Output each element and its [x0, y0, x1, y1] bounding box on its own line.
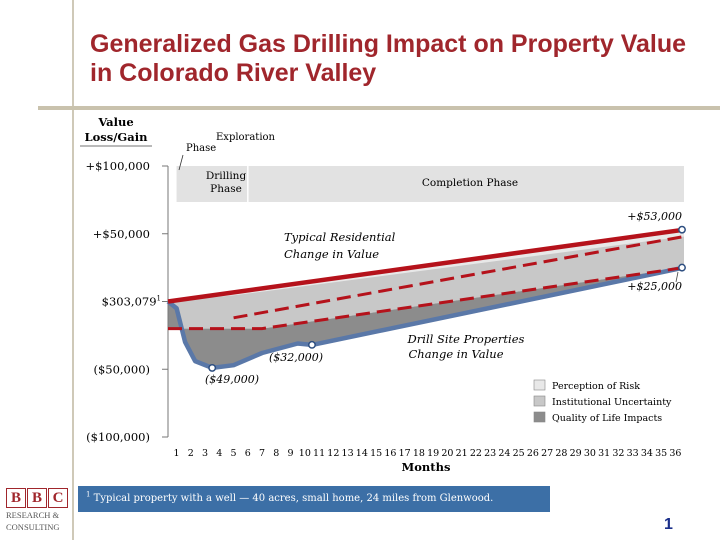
x-tick-label: 27	[541, 448, 553, 459]
x-tick-label: 7	[259, 448, 265, 459]
series-label-drill-site: Change in Value	[408, 347, 503, 361]
x-tick-label: 31	[598, 448, 610, 459]
x-tick-label: 13	[342, 448, 354, 459]
y-tick-label-superscript: 1	[157, 295, 161, 303]
typical-residential-line	[167, 227, 685, 304]
page-number: 1	[664, 516, 673, 533]
marker-typical-end	[678, 225, 686, 234]
marker-drill-end	[678, 263, 686, 272]
x-tick-label: 4	[216, 448, 222, 459]
x-tick-label: 9	[288, 448, 294, 459]
legend-label: Perception of Risk	[552, 381, 640, 392]
series-label-drill-site: Drill Site Properties	[407, 332, 525, 346]
risk-dashed-line	[168, 266, 685, 331]
x-tick-label: 16	[384, 448, 396, 459]
annotation-drill-32k: ($32,000)	[269, 351, 323, 364]
x-tick-label: 22	[470, 448, 482, 459]
x-tick-label: 17	[399, 448, 411, 459]
logo-text-line2: CONSULTING	[6, 522, 60, 532]
x-tick-label: 35	[655, 448, 667, 459]
x-tick-label: 29	[570, 448, 582, 459]
y-tick-label: +$50,000	[93, 227, 150, 241]
phase-label-exploration: Exploration	[216, 132, 276, 143]
logo-text-line1: RESEARCH &	[6, 510, 60, 520]
x-tick-label: 24	[498, 448, 510, 459]
x-tick-label: 36	[669, 448, 681, 459]
y-tick-label: +$100,000	[85, 159, 150, 173]
x-tick-label: 14	[356, 448, 368, 459]
y-axis-title: Value	[97, 115, 133, 129]
footnote-box: 1 Typical property with a well — 40 acre…	[78, 486, 550, 512]
x-tick-label: 15	[370, 448, 382, 459]
x-tick-label: 1	[174, 448, 180, 459]
title-divider	[38, 106, 720, 110]
footnote-text: Typical property with a well — 40 acres,…	[93, 493, 494, 504]
uncertainty-dashed-line	[233, 235, 685, 320]
phase-label-completion: Completion Phase	[422, 177, 518, 189]
x-tick-label: 6	[245, 448, 251, 459]
legend-swatch	[533, 395, 546, 407]
series-label-typical: Typical Residential	[284, 230, 396, 244]
footnote-marker: 1	[86, 490, 91, 499]
x-tick-label: 18	[413, 448, 425, 459]
slide-accent-bar	[72, 0, 74, 540]
phase-label-drilling: Phase	[210, 183, 242, 195]
annotation-typical-end: +$53,000	[627, 210, 682, 223]
legend-label: Quality of Life Impacts	[552, 413, 662, 424]
y-tick-label: ($100,000)	[86, 430, 150, 444]
logo-letter: B	[27, 488, 47, 508]
y-tick-label: $303,0791	[102, 295, 161, 309]
x-tick-label: 10	[299, 448, 311, 459]
x-tick-label: 32	[612, 448, 624, 459]
phase-label-exploration: Phase	[186, 143, 216, 154]
x-tick-label: 2	[188, 448, 194, 459]
company-logo: B B C RESEARCH & CONSULTING	[4, 488, 68, 532]
x-tick-label: 34	[641, 448, 653, 459]
series-label-typical: Change in Value	[284, 247, 379, 261]
x-tick-label: 20	[441, 448, 453, 459]
x-axis-title: Months	[402, 460, 451, 474]
x-tick-label: 28	[555, 448, 567, 459]
x-tick-label: 21	[456, 448, 468, 459]
annotation-leader-line	[675, 271, 679, 283]
phase-label-drilling: Drilling	[206, 170, 247, 182]
legend-label: Institutional Uncertainty	[552, 397, 672, 408]
x-tick-label: 33	[627, 448, 639, 459]
slide-title: Generalized Gas Drilling Impact on Prope…	[90, 30, 687, 87]
x-tick-label: 30	[584, 448, 596, 459]
legend-swatch	[533, 411, 546, 423]
legend-swatch	[533, 379, 546, 391]
x-tick-label: 3	[202, 448, 208, 459]
logo-letter: B	[6, 488, 26, 508]
y-tick-label: ($50,000)	[93, 362, 150, 376]
x-tick-label: 26	[527, 448, 539, 459]
drill-site-line	[166, 265, 685, 371]
x-tick-label: 11	[313, 448, 325, 459]
annotation-drill-end: +$25,000	[627, 280, 682, 293]
x-tick-label: 12	[327, 448, 339, 459]
x-tick-label: 5	[231, 448, 237, 459]
annotation-drill-49k: ($49,000)	[205, 373, 259, 386]
y-axis-title: Loss/Gain	[85, 130, 149, 144]
x-tick-label: 8	[273, 448, 279, 459]
x-tick-label: 25	[513, 448, 525, 459]
marker-drill-mid	[308, 340, 316, 349]
logo-letter: C	[48, 488, 68, 508]
x-tick-label: 19	[427, 448, 439, 459]
x-tick-label: 23	[484, 448, 496, 459]
phase-leader-line	[178, 154, 184, 171]
marker-drill-min	[208, 363, 217, 372]
phase-band	[176, 166, 684, 202]
